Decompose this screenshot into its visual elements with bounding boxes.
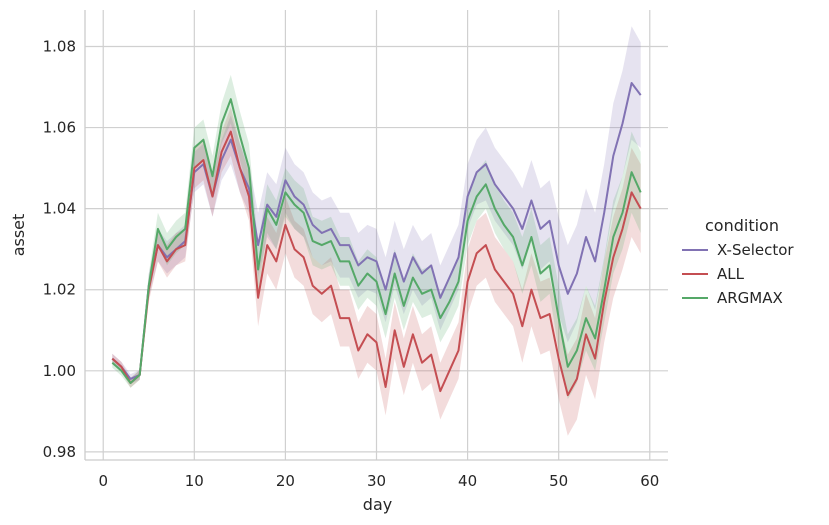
- series-line-all: [111, 130, 642, 397]
- grid: [85, 10, 668, 460]
- axes: [84, 10, 668, 461]
- y-tick-label: 1.02: [43, 281, 76, 299]
- x-tick-label: 40: [458, 472, 477, 490]
- legend-label-all: ALL: [717, 265, 745, 283]
- y-tick-label: 1.00: [43, 362, 76, 380]
- x-axis-label: day: [363, 495, 392, 514]
- confidence-band-x-selector: [112, 26, 641, 384]
- y-tick-label: 1.08: [43, 37, 76, 55]
- legend-title: condition: [705, 216, 779, 235]
- series-lines: [111, 82, 642, 397]
- x-tick-label: 10: [185, 472, 204, 490]
- x-tick-label: 60: [640, 472, 659, 490]
- x-tick-labels: 0 10 20 30 40 50 60: [98, 472, 659, 490]
- x-tick-label: 20: [276, 472, 295, 490]
- y-tick-label: 0.98: [43, 443, 76, 461]
- series-line-x-selector: [111, 82, 642, 380]
- series-line-argmax: [111, 98, 642, 384]
- y-axis-label: asset: [9, 214, 28, 257]
- y-tick-labels: 0.98 1.00 1.02 1.04 1.06 1.08: [43, 37, 76, 460]
- confidence-band-argmax: [112, 74, 641, 400]
- y-tick-label: 1.04: [43, 200, 76, 218]
- confidence-band-all: [112, 107, 641, 436]
- x-tick-label: 30: [367, 472, 386, 490]
- y-tick-label: 1.06: [43, 119, 76, 137]
- x-tick-label: 0: [98, 472, 108, 490]
- confidence-bands: [112, 26, 641, 436]
- legend-label-argmax: ARGMAX: [717, 289, 783, 307]
- legend-label-x-selector: X-Selector: [717, 241, 794, 259]
- x-tick-label: 50: [549, 472, 568, 490]
- legend: condition X-Selector ALL ARGMAX: [682, 216, 794, 307]
